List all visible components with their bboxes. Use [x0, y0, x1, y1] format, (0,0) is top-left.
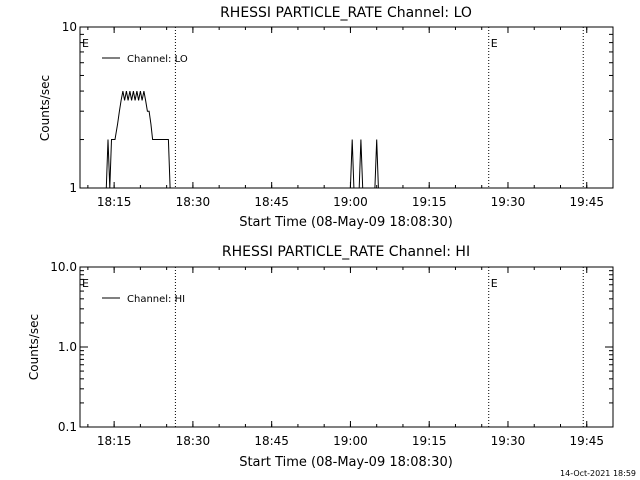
- legend-entry: Channel: LO: [127, 54, 188, 65]
- x-tick-label: 19:15: [412, 195, 447, 209]
- y-tick-label: 1.0: [58, 340, 77, 354]
- timestamp: 14-Oct-2021 18:59: [560, 469, 636, 478]
- plot-frame: [79, 266, 614, 428]
- series-group: [105, 91, 379, 189]
- legend-entry: Channel: HI: [127, 294, 185, 305]
- chart-panel-hi: RHESSI PARTICLE_RATE Channel: HI 18:15 18…: [27, 244, 614, 470]
- x-tick-label: 18:30: [176, 434, 211, 448]
- x-axis-label: Start Time (08-May-09 18:08:30): [239, 215, 453, 230]
- x-tick-label: 19:45: [569, 195, 604, 209]
- y-axis-label: Counts/sec: [27, 314, 41, 380]
- time-markers: E: [174, 27, 584, 188]
- tick-marks: 18:15 18:30 18:45 19:00 19:15 19:30 19:45 0.1 1.…: [50, 260, 614, 448]
- start-marker-label: E: [82, 37, 89, 50]
- x-tick-label: 19:45: [569, 434, 604, 448]
- tick-marks: 18:15 18:30 18:45 19:00 19:15 19:30 19:45 1 10: [62, 20, 614, 209]
- chart-panel-lo: RHESSI PARTICLE_RATE Channel: LO 18:15 18…: [38, 5, 614, 230]
- x-tick-label: 18:15: [97, 195, 132, 209]
- x-tick-label: 18:45: [254, 434, 289, 448]
- x-tick-label: 18:30: [176, 195, 211, 209]
- plot-frame: [79, 26, 614, 189]
- time-marker-label: E: [491, 37, 498, 50]
- chart-title: RHESSI PARTICLE_RATE Channel: HI: [222, 244, 470, 260]
- y-axis-label: Counts/sec: [38, 75, 52, 141]
- y-tick-label: 0.1: [58, 420, 77, 434]
- time-marker-label: E: [491, 277, 498, 290]
- y-tick-label: 10: [62, 20, 77, 34]
- time-markers: E: [174, 267, 584, 427]
- x-axis-label: Start Time (08-May-09 18:08:30): [239, 455, 453, 470]
- x-tick-label: 18:45: [254, 195, 289, 209]
- x-tick-label: 18:15: [97, 434, 132, 448]
- chart-title: RHESSI PARTICLE_RATE Channel: LO: [220, 5, 472, 21]
- x-tick-label: 19:15: [412, 434, 447, 448]
- x-tick-label: 19:30: [491, 195, 526, 209]
- x-tick-label: 19:00: [333, 195, 368, 209]
- y-tick-label: 10.0: [50, 260, 77, 274]
- x-tick-label: 19:00: [333, 434, 368, 448]
- start-marker-label: E: [82, 277, 89, 290]
- y-tick-label: 1: [69, 181, 77, 195]
- x-tick-label: 19:30: [491, 434, 526, 448]
- series-line: [105, 91, 379, 189]
